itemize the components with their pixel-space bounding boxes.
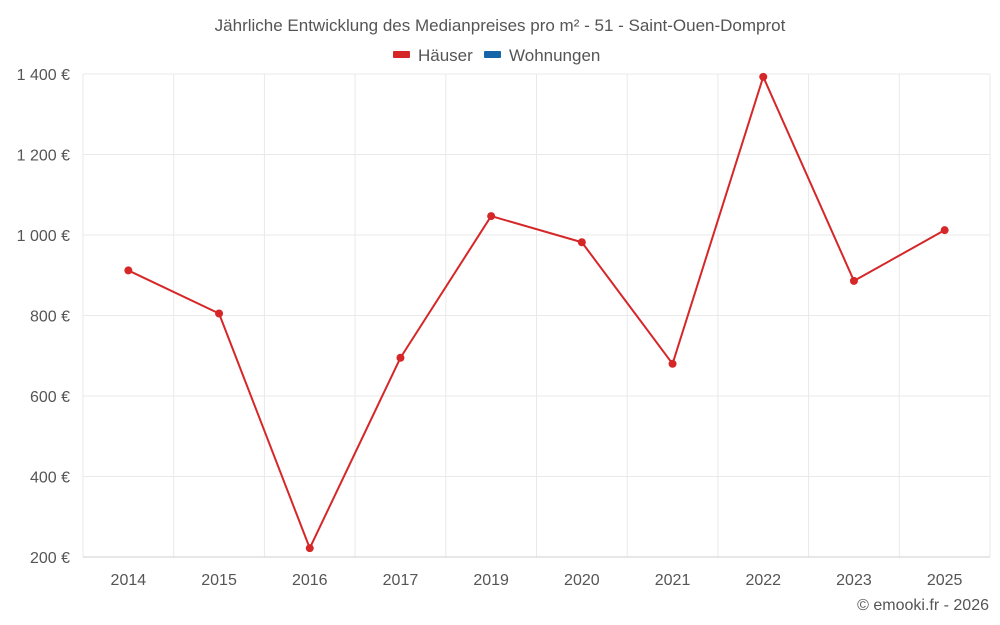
data-point[interactable] <box>577 238 586 247</box>
x-tick-label: 2016 <box>292 572 328 589</box>
y-tick-label: 1 000 € <box>17 228 70 245</box>
legend-label-wohnungen: Wohnungen <box>509 46 600 65</box>
data-point[interactable] <box>940 226 949 235</box>
x-tick-label: 2021 <box>655 572 691 589</box>
x-gridlines <box>82 74 991 557</box>
legend-swatch-haeuser <box>393 51 410 58</box>
data-point[interactable] <box>849 276 858 285</box>
x-axis-ticks: 2014 2015 2016 2017 2019 2020 2021 2022 2023 2025 <box>111 572 963 589</box>
x-tick-label: 2019 <box>473 572 509 589</box>
data-point[interactable] <box>124 266 133 275</box>
y-axis-ticks: 200 € 400 € 600 € 800 € 1 000 € 1 200 € 1 400 … <box>17 67 70 567</box>
credit: © emooki.fr - 2026 <box>857 597 989 614</box>
y-tick-label: 400 € <box>30 470 70 487</box>
legend-item-wohnungen[interactable]: Wohnungen <box>484 46 600 65</box>
x-tick-label: 2022 <box>745 572 781 589</box>
y-tick-label: 200 € <box>30 550 70 567</box>
data-point[interactable] <box>305 544 314 553</box>
data-point[interactable] <box>668 359 677 368</box>
y-tick-label: 1 400 € <box>17 67 70 84</box>
y-tick-label: 800 € <box>30 309 70 326</box>
legend-item-haeuser[interactable]: Häuser <box>393 46 473 65</box>
x-tick-label: 2017 <box>383 572 419 589</box>
data-point[interactable] <box>396 353 405 362</box>
x-tick-label: 2015 <box>201 572 237 589</box>
data-point[interactable] <box>487 212 496 221</box>
y-tick-label: 1 200 € <box>17 148 70 165</box>
x-tick-label: 2023 <box>836 572 872 589</box>
y-tick-label: 600 € <box>30 389 70 406</box>
legend: Häuser Wohnungen <box>393 46 600 65</box>
x-tick-label: 2020 <box>564 572 600 589</box>
legend-label-haeuser: Häuser <box>418 46 473 65</box>
data-point[interactable] <box>215 309 224 318</box>
legend-swatch-wohnungen <box>484 51 501 58</box>
series-line-häuser <box>127 75 946 550</box>
x-tick-label: 2025 <box>927 572 963 589</box>
chart-title: Jährliche Entwicklung des Medianpreises … <box>215 16 786 35</box>
data-point[interactable] <box>759 72 768 81</box>
x-tick-label: 2014 <box>111 572 147 589</box>
series-layer <box>124 72 949 553</box>
